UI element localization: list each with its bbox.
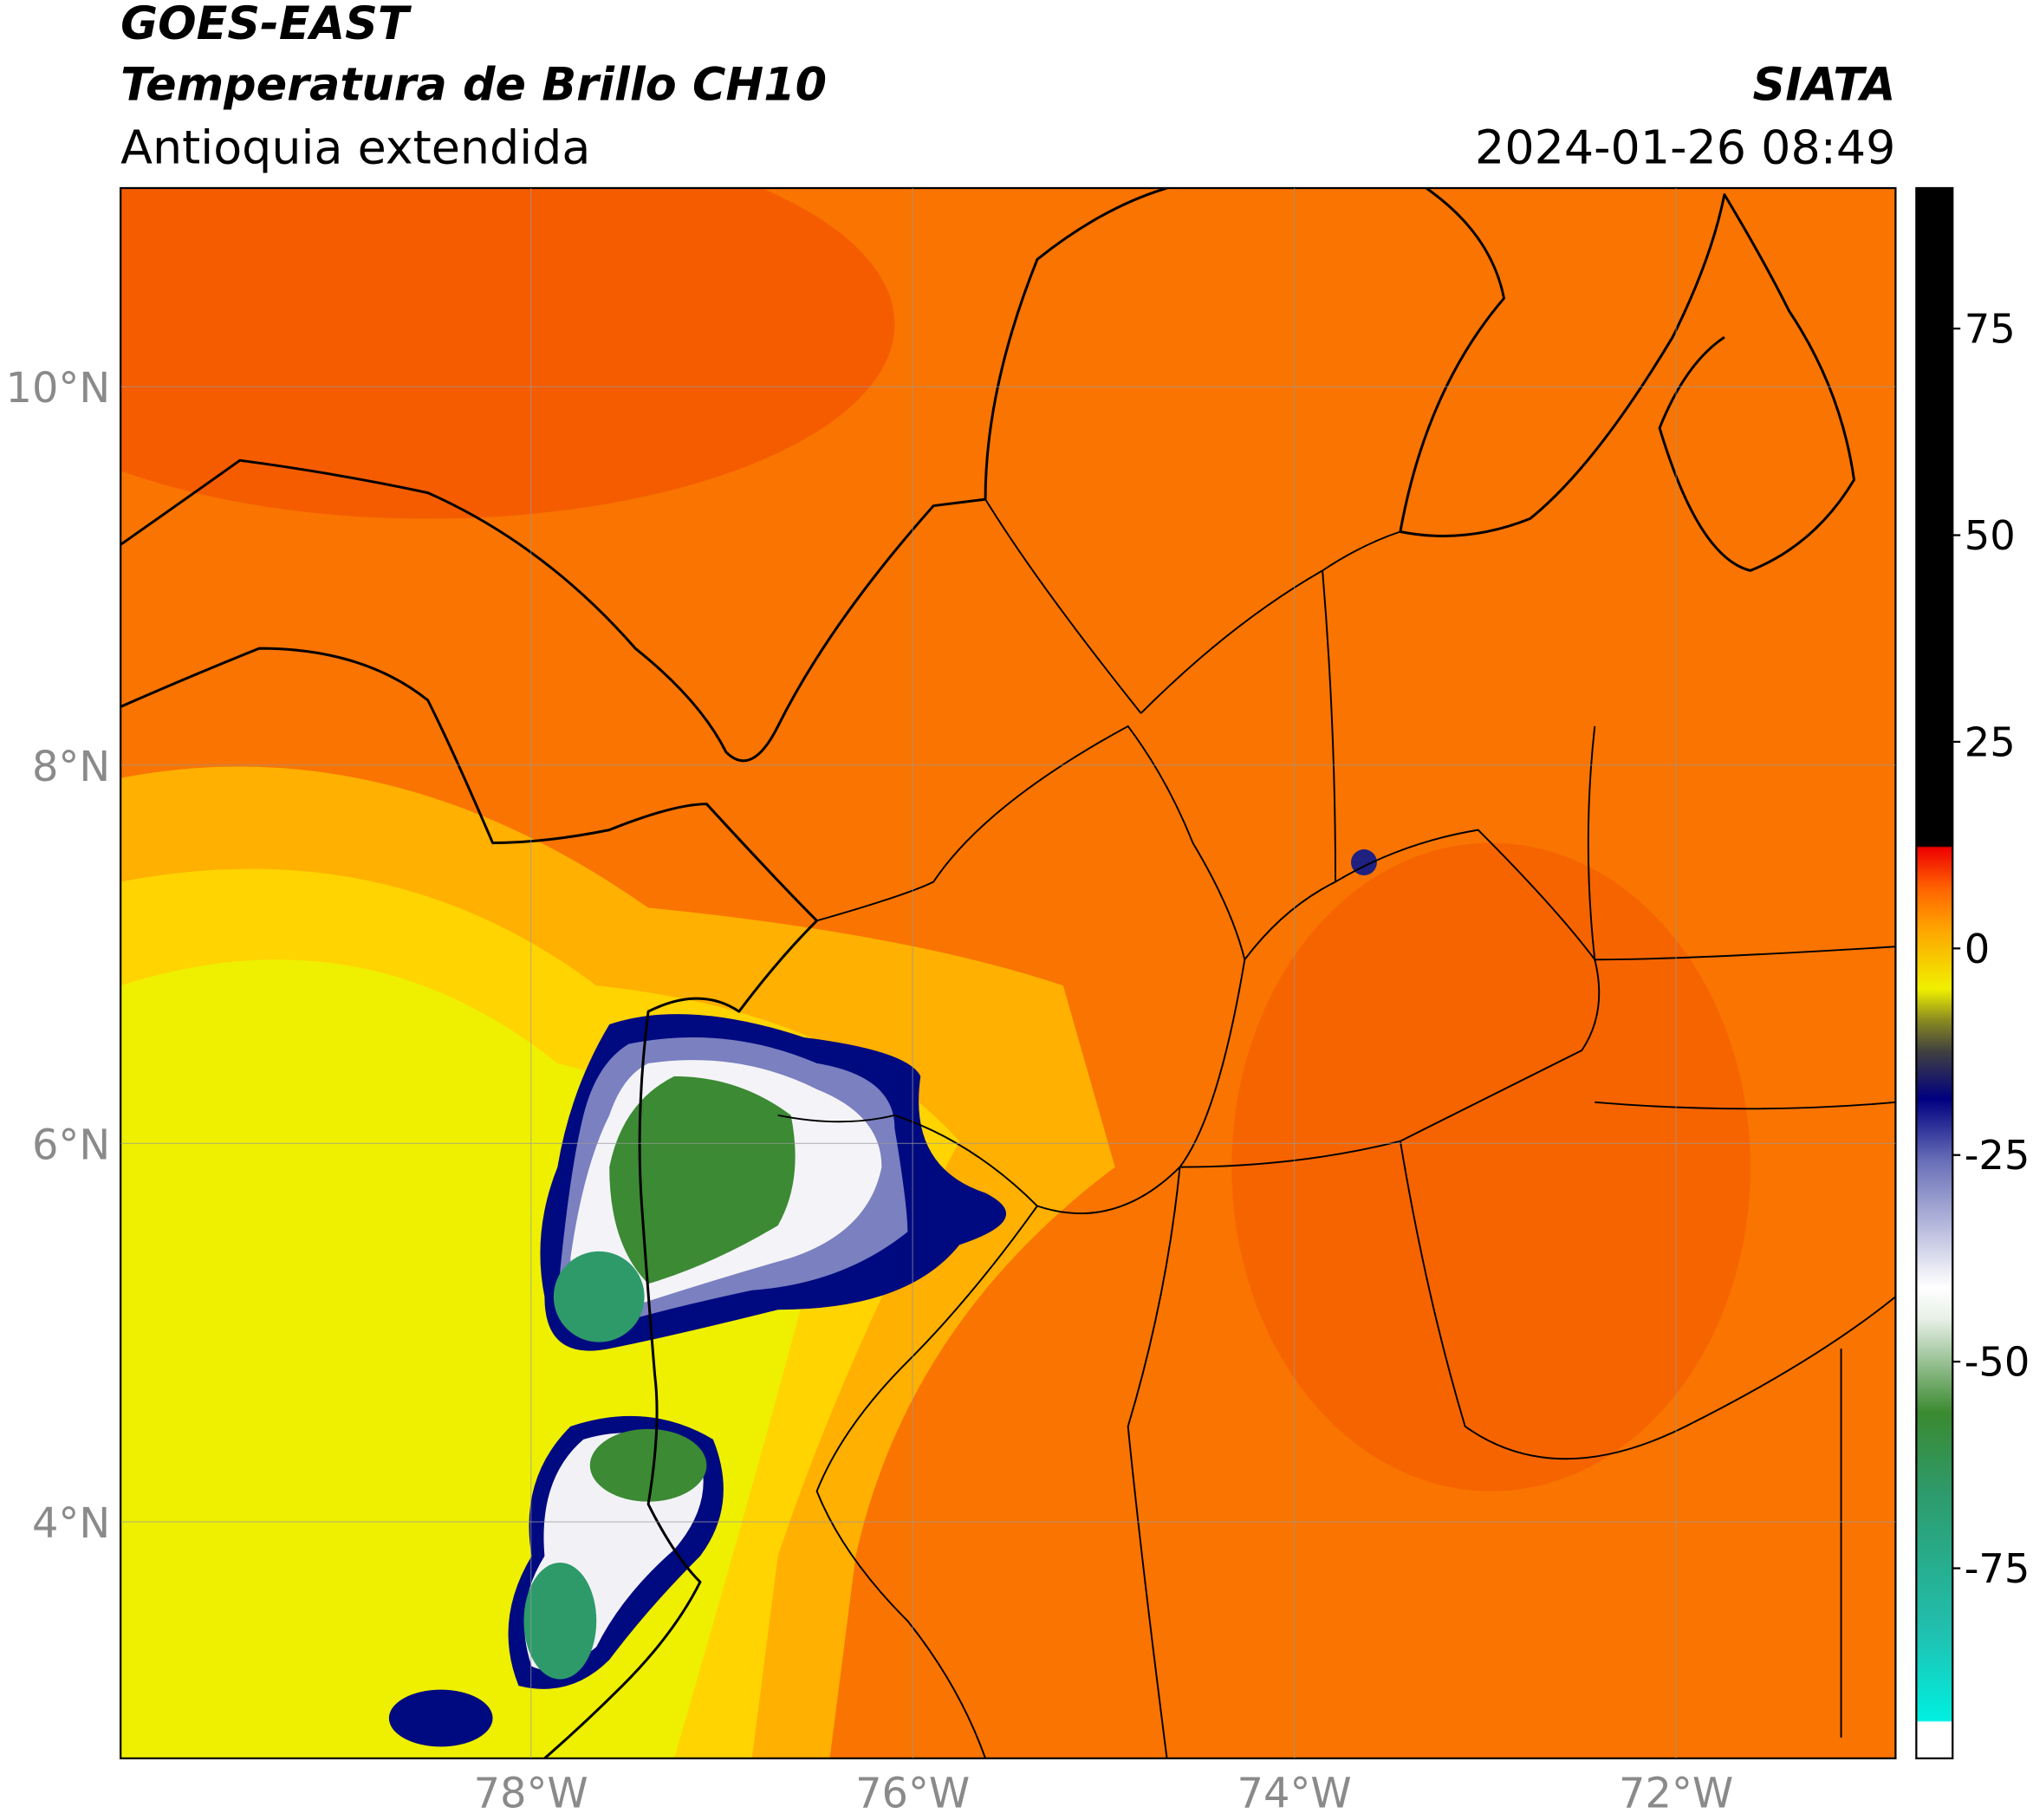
colorbar-tick-label: -50	[1965, 1339, 2030, 1386]
y-tick-label: 4°N	[32, 1500, 110, 1548]
x-tick-label: 74°W	[1237, 1771, 1352, 1818]
x-tick-label: 76°W	[855, 1771, 970, 1818]
colorbar-tick-label: -75	[1965, 1545, 2030, 1592]
title: GOES-EAST	[120, 0, 412, 50]
colorbar-tick-label: 50	[1965, 512, 2016, 559]
colorbar-tick-label: 75	[1965, 306, 2016, 353]
subtitle: Temperatura de Brillo CH10	[120, 58, 827, 111]
colorbar-ticks: -75 -50 -25 0 25 50 75	[1952, 306, 2030, 1592]
graticule	[120, 188, 1896, 1758]
map-frame	[120, 186, 1897, 1759]
y-tick-label: 8°N	[32, 744, 110, 791]
region: Antioquia extendida	[120, 120, 590, 175]
colorbar-tick-label: -25	[1965, 1132, 2030, 1179]
x-tick-label: 72°W	[1619, 1771, 1733, 1818]
colorbar-tick-label: 0	[1965, 926, 1991, 972]
x-tick-label: 78°W	[474, 1771, 588, 1818]
satellite-image	[120, 188, 1896, 1758]
source: SIATA	[1753, 58, 1896, 111]
colorbar	[1915, 186, 1954, 1759]
datetime: 2024-01-26 08:49	[1475, 120, 1895, 175]
colorbar-tick-label: 25	[1965, 718, 2016, 765]
axis-labels: 78°W 76°W 74°W 72°W 4°N 6°N 8°N 10°N	[6, 365, 1734, 1818]
y-tick-label: 6°N	[32, 1121, 110, 1169]
y-tick-label: 10°N	[6, 365, 111, 413]
coastlines	[120, 188, 1896, 1758]
